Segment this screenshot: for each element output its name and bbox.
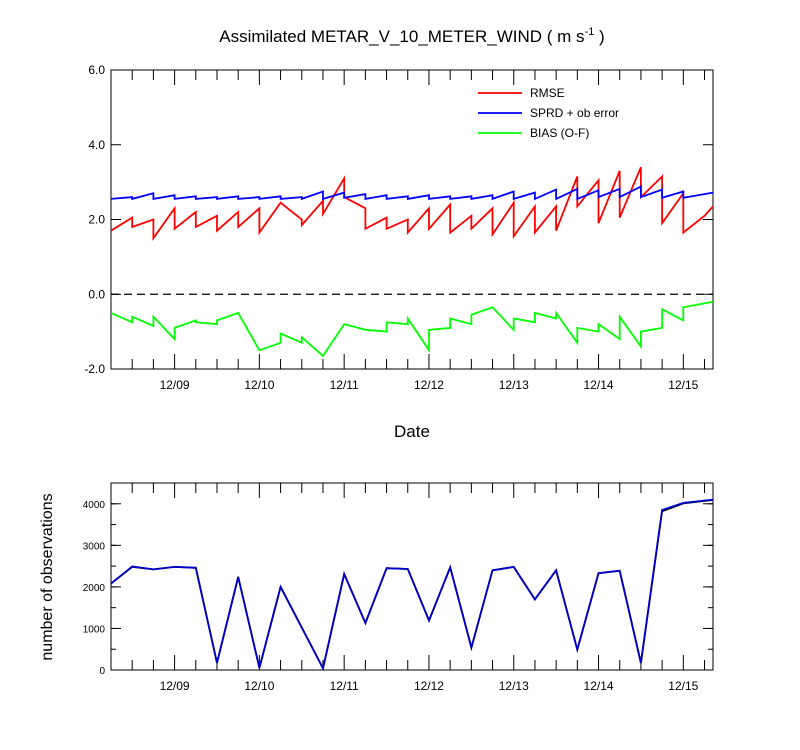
series-line-possible [110, 498, 714, 671]
x-tick-label: 12/13 [499, 378, 529, 392]
x-tick-label: 12/15 [668, 378, 698, 392]
legend-label-bias: BIAS (O-F) [530, 126, 589, 140]
y-tick-label: 0 [99, 666, 105, 677]
x-tick-label: 12/11 [330, 378, 359, 392]
y-tick-label: 6.0 [88, 63, 105, 77]
x-tick-label: 12/13 [499, 679, 529, 693]
legend: RMSE SPRD + ob error BIAS (O-F) [478, 86, 619, 140]
x-tick-label: 12/15 [668, 679, 698, 693]
x-tick-label: 12/09 [160, 378, 190, 392]
y-tick-label: 4000 [83, 500, 106, 511]
x-tick-label: 12/12 [414, 378, 444, 392]
bottom-axes: 12/09 12/10 12/11 12/12 12/13 12/14 12/15 0 1000… [83, 482, 714, 693]
chart-title: Assimilated METAR_V_10_METER_WIND ( m s-… [219, 26, 604, 46]
y-tick-label: -2.0 [84, 362, 105, 376]
y-tick-label: 1000 [83, 624, 106, 635]
series-line-rmse [110, 166, 714, 242]
y-tick-label: 3000 [83, 541, 106, 552]
bottom-series-group [110, 498, 714, 671]
y-axis-label-observations: number of observations [39, 493, 56, 660]
x-tick-label: 12/14 [584, 378, 614, 392]
legend-label-rmse: RMSE [530, 86, 565, 100]
plot-frame [110, 482, 714, 671]
y-tick-label: 0.0 [88, 287, 105, 301]
series-line-sprd-ob-error [110, 185, 714, 201]
x-tick-label: 12/10 [244, 378, 274, 392]
top-series-group [110, 166, 714, 358]
observation-count-chart: 12/09 12/10 12/11 12/12 12/13 12/14 12/15 0 1000… [39, 482, 714, 693]
x-tick-label: 12/09 [160, 679, 190, 693]
series-line-bias-o-f [110, 300, 714, 358]
x-tick-label: 12/10 [244, 679, 274, 693]
y-tick-label: 2.0 [88, 213, 105, 227]
rmse-chart: Assimilated METAR_V_10_METER_WIND ( m s-… [84, 26, 714, 441]
top-axes: 12/09 12/10 12/11 12/12 12/13 12/14 12/15 -2.0 0… [84, 63, 714, 392]
x-tick-label: 12/14 [584, 679, 614, 693]
y-tick-label: 2000 [83, 583, 106, 594]
x-tick-label: 12/11 [330, 679, 359, 693]
y-tick-label: 4.0 [88, 138, 105, 152]
x-tick-label: 12/12 [414, 679, 444, 693]
legend-label-sprd: SPRD + ob error [530, 106, 619, 120]
x-axis-label: Date [394, 422, 430, 441]
